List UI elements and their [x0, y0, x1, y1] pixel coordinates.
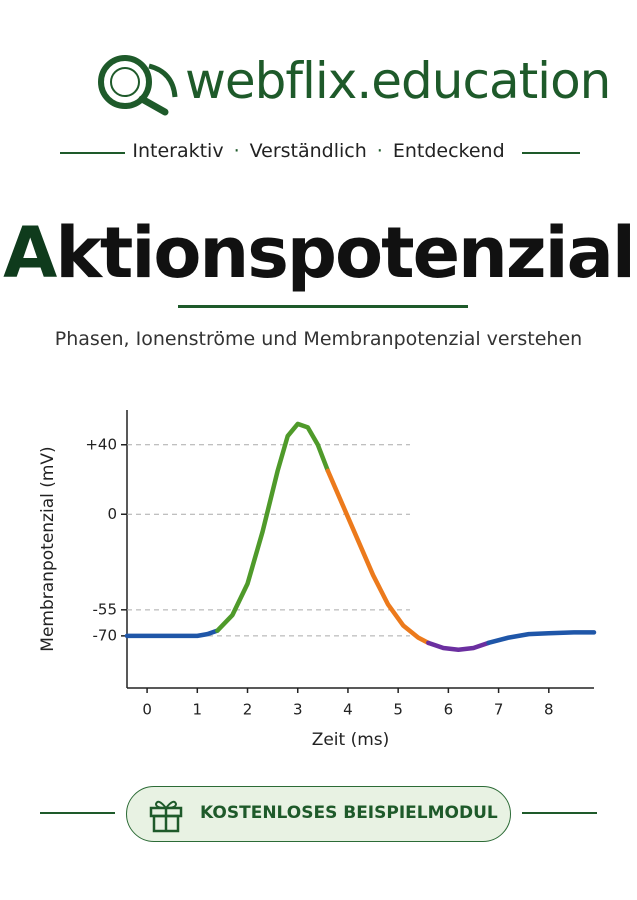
- x-tick-label: 5: [393, 701, 403, 719]
- x-tick-label: 8: [544, 701, 554, 719]
- divider: [60, 152, 125, 154]
- x-tick-label: 7: [494, 701, 504, 719]
- y-tick-label: 0: [107, 505, 117, 523]
- line-series: [486, 630, 597, 646]
- line-series: [215, 421, 331, 633]
- x-tick-label: 0: [142, 701, 152, 719]
- x-tick-label: 3: [293, 701, 303, 719]
- y-axis-label: Membranpotenzial (mV): [38, 446, 58, 651]
- chart: +40 0 -55 -70 0 1 2 3 4 5 6 7 8 Zeit (ms) Membranpoten…: [38, 410, 597, 750]
- tagline-item: Verständlich: [249, 140, 367, 162]
- divider: [522, 152, 580, 154]
- title: Aktionspotenzial: [3, 212, 636, 294]
- y-tick-label: -55: [93, 600, 118, 618]
- x-tick-label: 2: [243, 701, 253, 719]
- title-underline: [178, 305, 468, 308]
- cta-button[interactable]: [126, 786, 511, 842]
- tagline-item: Entdeckend: [392, 140, 505, 162]
- x-tick-label: 4: [343, 701, 353, 719]
- x-tick-label: 6: [444, 701, 454, 719]
- x-axis-label: Zeit (ms): [312, 730, 390, 750]
- tagline-item: Interaktiv: [132, 140, 224, 162]
- subtitle: Phasen, Ionenströme und Membranpotenzial…: [54, 328, 583, 350]
- brand: webflix.education: [185, 52, 611, 110]
- line-series: [426, 640, 491, 653]
- cta-label[interactable]: KOSTENLOSES BEISPIELMODUL: [200, 803, 498, 823]
- y-tick-label: +40: [85, 435, 117, 453]
- logo-icon: [98, 55, 178, 116]
- gift-icon: [149, 800, 183, 833]
- x-tick-label: 1: [193, 701, 203, 719]
- y-tick-label: -70: [93, 626, 118, 644]
- line-series: [325, 468, 431, 646]
- divider: [522, 812, 597, 814]
- divider: [40, 812, 115, 814]
- line-series: [124, 628, 220, 639]
- tagline: Interaktiv · Verständlich · Entdeckend: [132, 140, 505, 162]
